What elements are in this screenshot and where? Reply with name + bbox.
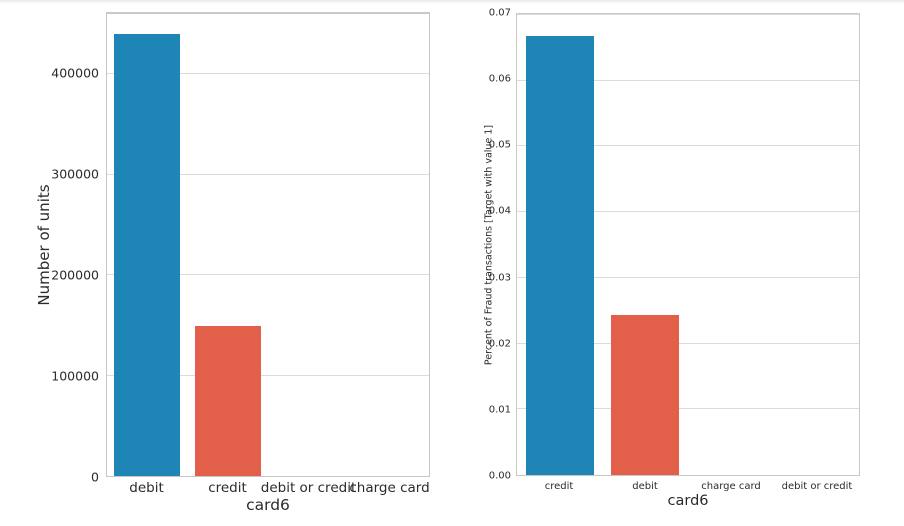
window-top-edge [0,0,904,4]
bar-credit [194,326,261,476]
x-tick-label: charge card [701,481,761,492]
x-tick-labels: credit debit charge card debit or credit [516,481,860,495]
x-tick-label: debit [632,481,658,492]
gridline [517,79,859,81]
bar-debit [611,315,680,475]
x-tick-label: credit [208,480,247,496]
y-tick-label: 0.07 [488,7,511,19]
y-tick-label: 0.04 [488,205,511,217]
y-tick-label: 100000 [51,368,99,384]
y-tick-label: 0.02 [488,338,511,350]
gridline [517,276,859,278]
y-tick-label: 200000 [51,267,99,283]
gridline [107,274,429,276]
bar-debit [114,34,181,476]
y-tick-label: 0.03 [488,272,511,284]
y-tick-label: 0.00 [488,470,511,482]
y-tick-label: 0.01 [488,404,511,416]
plot-area [106,12,430,477]
bar-credit [525,36,594,475]
x-tick-label: debit [129,480,164,496]
y-tick-labels: 0 100000 200000 300000 400000 [0,12,99,484]
gridline [107,374,429,376]
x-tick-label: charge card [349,480,430,496]
gridline [517,342,859,344]
gridline [517,145,859,147]
gridline [517,408,859,410]
gridline [107,173,429,175]
y-tick-label: 0.05 [488,139,511,151]
y-tick-label: 300000 [51,166,99,182]
plot-area [516,13,860,476]
x-axis-label: card6 [246,496,290,514]
y-tick-label: 0.06 [488,73,511,85]
x-tick-label: credit [544,481,574,492]
x-tick-label: debit or credit [781,481,853,492]
gridline [517,14,859,15]
x-tick-labels: debit credit debit or credit charge card [106,480,430,498]
y-tick-labels: 0.00 0.01 0.02 0.03 0.04 0.05 0.06 0.07 [411,8,511,482]
y-tick-label: 0 [91,469,99,485]
x-tick-label: debit or credit [260,480,357,496]
gridline [517,211,859,213]
gridline [107,73,429,75]
x-axis-label: card6 [667,493,709,509]
y-tick-label: 400000 [51,65,99,81]
